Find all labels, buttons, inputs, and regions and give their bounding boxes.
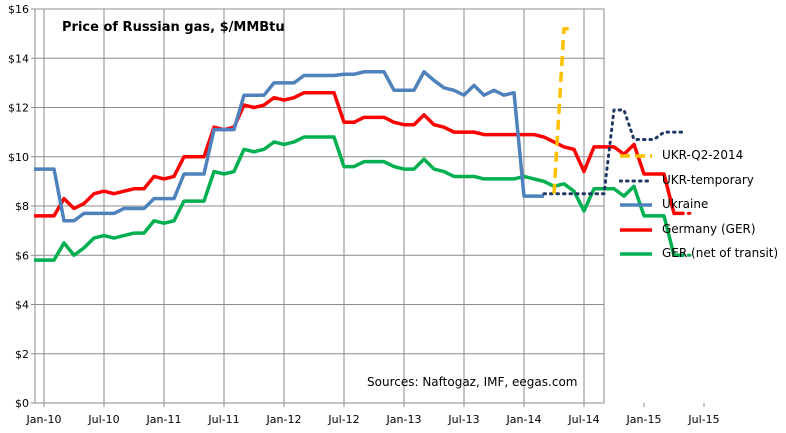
legend-item: Germany (GER): [619, 222, 786, 247]
legend-item: UKR-Q2-2014: [619, 148, 786, 173]
series-line-ukraine: [34, 70, 544, 223]
series-lines: [34, 26, 696, 262]
x-tick-label: Jan-11: [146, 413, 182, 426]
series-line-ukr-temporary: [542, 108, 686, 196]
x-tick-label: Jan-13: [386, 413, 422, 426]
legend-swatch: [619, 227, 653, 233]
legend: UKR-Q2-2014 UKR-temporary Ukraine Germany (…: [619, 148, 786, 271]
legend-item: GER (net of transit): [619, 246, 786, 271]
y-tick-label: $14: [8, 52, 29, 65]
legend-swatch: [619, 153, 653, 159]
chart-title: Price of Russian gas, $/MMBtu: [62, 20, 285, 35]
x-tick-label: Jul-12: [327, 413, 359, 426]
gridlines: [35, 9, 604, 403]
y-tick-label: $0: [15, 397, 29, 410]
y-tick-label: $12: [8, 102, 29, 115]
x-tick-label: Jul-10: [87, 413, 119, 426]
legend-label: GER (net of transit): [662, 246, 779, 260]
legend-label: UKR-temporary: [662, 172, 754, 187]
y-tick-label: $4: [15, 299, 29, 312]
y-tick-label: $2: [15, 348, 29, 361]
x-tick-label: Jan-12: [266, 413, 302, 426]
legend-label: UKR-Q2-2014: [662, 148, 744, 162]
legend-swatch: [619, 251, 653, 257]
legend-item: UKR-temporary: [619, 173, 786, 198]
series-line-ukr-q2-2014: [552, 26, 574, 194]
legend-swatch: [619, 202, 653, 208]
legend-label: Ukraine: [662, 197, 709, 211]
y-tick-label: $6: [15, 249, 29, 262]
y-tick-label: $16: [8, 3, 29, 16]
axes: $0 $2 $4 $6 $8 $10 $12 $14 $16 Jan-10 Jul-10 Jan-11…: [8, 3, 720, 426]
y-tick-label: $10: [8, 151, 29, 164]
source-note: Sources: Naftogaz, IMF, eegas.com: [367, 375, 578, 389]
x-tick-label: Jan-10: [26, 413, 62, 426]
x-tick-label: Jul-15: [687, 413, 719, 426]
legend-swatch: [619, 178, 653, 184]
y-tick-label: $8: [15, 200, 29, 213]
series-line-extension-5: [652, 172, 696, 215]
x-tick-label: Jul-11: [207, 413, 239, 426]
legend-item: Ukraine: [619, 197, 786, 222]
series-line-extension-6: [652, 214, 696, 257]
x-tick-label: Jul-14: [567, 413, 599, 426]
x-tick-label: Jan-14: [506, 413, 542, 426]
legend-label: Germany (GER): [662, 221, 756, 236]
x-tick-label: Jul-13: [447, 413, 479, 426]
x-tick-label: Jan-15: [626, 413, 662, 426]
series-line-germany-ger: [34, 90, 684, 218]
